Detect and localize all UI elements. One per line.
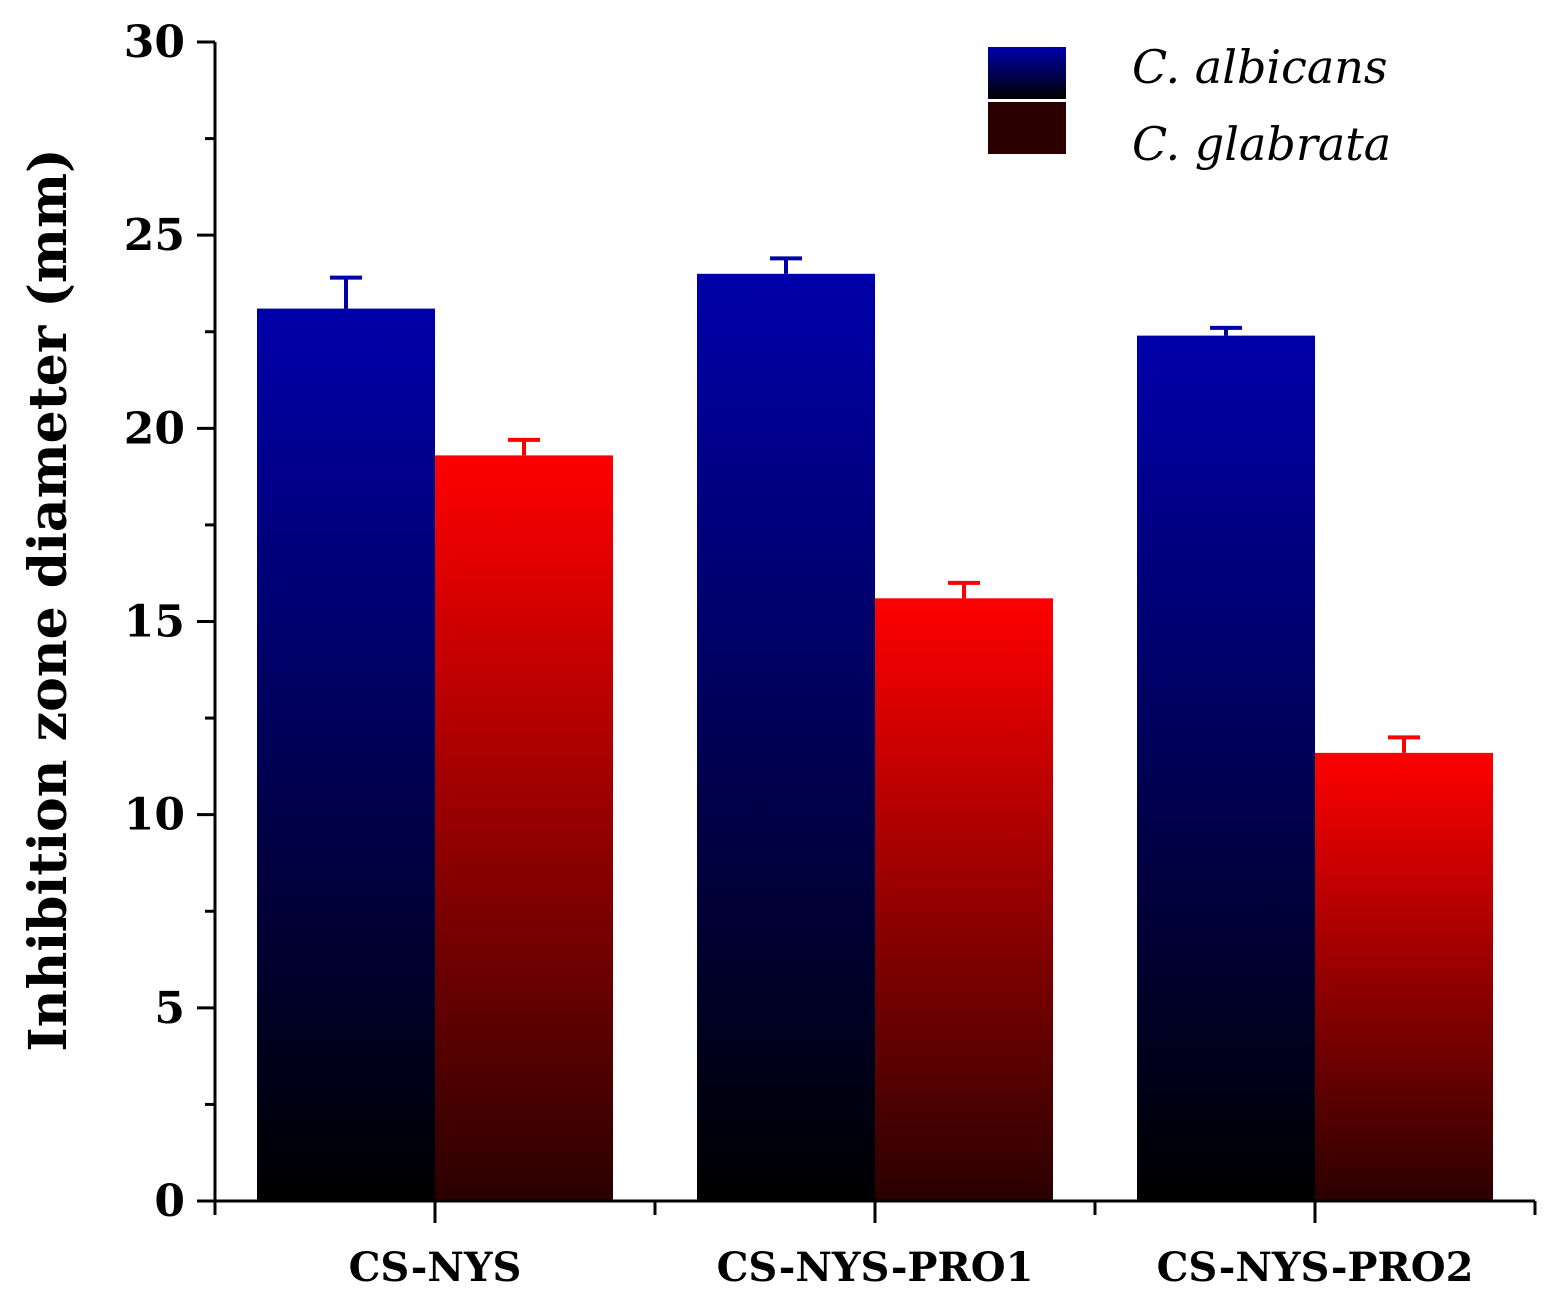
legend-swatch-c-albicans [988,47,1066,99]
y-axis-title: Inhibition zone diameter (mm) [18,148,79,1051]
bars-group [257,273,1493,1201]
x-tick-label: CS-NYS-PRO2 [1157,1244,1474,1291]
y-ticks-group: 0 5 10 15 20 25 30 [124,17,215,1227]
legend-label-c-albicans: C. albicans [1132,40,1388,94]
y-tick-label: 15 [124,597,185,648]
y-tick-label: 0 [154,1176,185,1227]
y-tick-label: 20 [124,403,185,454]
error-bars-group [330,256,1420,753]
bar-c-albicans [1137,335,1315,1201]
x-ticks-group: CS-NYS CS-NYS-PRO1 CS-NYS-PRO2 [213,1201,1537,1291]
bar-c-glabrata [875,598,1053,1201]
x-tick-label: CS-NYS-PRO1 [717,1244,1034,1291]
y-tick-label: 10 [124,790,185,841]
bar-c-albicans [257,308,435,1201]
bar-c-glabrata [1315,752,1493,1201]
legend: C. albicans C. glabrata [988,40,1391,171]
legend-swatch-c-glabrata [988,102,1066,154]
bar-c-glabrata [435,455,613,1201]
y-tick-label: 25 [124,210,185,261]
legend-label-c-glabrata: C. glabrata [1132,117,1391,171]
y-tick-label: 30 [124,17,185,68]
y-tick-label: 5 [154,983,185,1034]
bar-c-albicans [697,273,875,1201]
x-tick-label: CS-NYS [349,1244,522,1291]
